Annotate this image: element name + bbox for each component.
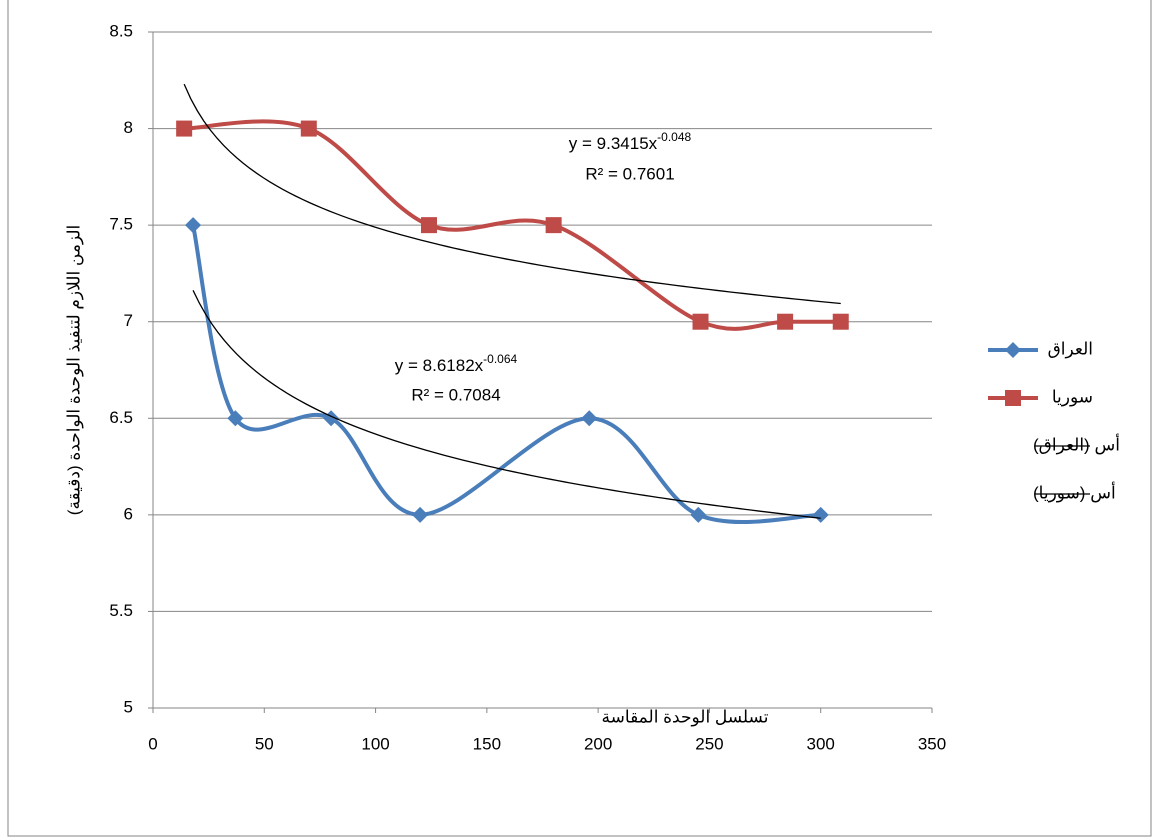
y-tick-label: 5.5: [109, 601, 133, 620]
marker: [812, 506, 829, 523]
series-line: [191, 224, 821, 525]
x-tick-label: 150: [473, 734, 501, 753]
trendline-r2: R² = 0.7601: [585, 164, 674, 183]
trendline-r2: R² = 0.7084: [411, 385, 500, 404]
x-tick-label: 200: [584, 734, 612, 753]
legend-label: سوريا: [1052, 387, 1093, 406]
legend-marker: [1005, 390, 1021, 406]
x-tick-label: 0: [148, 734, 157, 753]
y-tick-label: 6.5: [109, 408, 133, 427]
legend-label: العراق: [1048, 339, 1093, 358]
marker: [777, 313, 794, 330]
marker: [300, 120, 317, 137]
marker: [185, 217, 202, 234]
trendline: [192, 289, 821, 519]
y-tick-label: 8: [124, 118, 133, 137]
y-tick-label: 7: [124, 311, 133, 330]
x-tick-label: 250: [695, 734, 723, 753]
y-tick-label: 7.5: [109, 215, 133, 234]
marker: [227, 410, 244, 427]
trendline-equation: y = 8.6182x-0.064: [395, 352, 518, 375]
x-axis-title: تسلسل الوحدة المقاسة: [602, 707, 769, 726]
equation-exponent: -0.064: [483, 352, 517, 366]
marker: [692, 313, 709, 330]
chart-frame: [7, 0, 1152, 837]
x-tick-label: 100: [361, 734, 389, 753]
trendline-equation: y = 9.3415x-0.048: [569, 130, 692, 153]
equation-text: y = 8.6182x: [395, 356, 484, 375]
legend-label: أس (العراق): [1033, 433, 1120, 454]
marker: [420, 217, 437, 234]
x-tick-label: 50: [255, 734, 274, 753]
y-tick-label: 6: [124, 504, 133, 523]
marker: [690, 506, 707, 523]
marker: [581, 410, 598, 427]
legend-label: أس (سوريا): [1033, 481, 1116, 502]
y-axis-title: الزمن اللازم لتنفيذ الوحدة الواحدة (دقيق…: [64, 225, 83, 515]
equation-text: y = 9.3415x: [569, 134, 658, 153]
trendline: [183, 83, 841, 305]
x-tick-label: 350: [918, 734, 946, 753]
y-tick-label: 8.5: [109, 21, 133, 40]
marker: [545, 217, 562, 234]
y-tick-label: 5: [124, 697, 133, 716]
marker: [176, 120, 193, 137]
legend-marker: [1005, 342, 1021, 358]
marker: [832, 313, 849, 330]
x-tick-label: 300: [807, 734, 835, 753]
equation-exponent: -0.048: [657, 130, 691, 144]
marker: [412, 506, 429, 523]
